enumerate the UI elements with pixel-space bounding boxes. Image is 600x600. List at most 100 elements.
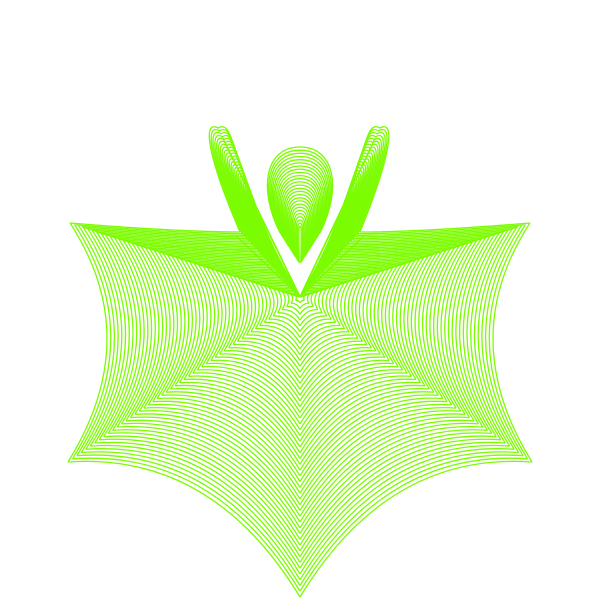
right-wing-arc-set-arc xyxy=(344,240,473,249)
right-side-arc-set-arc xyxy=(451,238,484,428)
lower-left-arc-set-arc xyxy=(130,416,301,517)
lower-right-arc-set-arc xyxy=(299,299,305,304)
lower-right-arc-set-arc xyxy=(299,400,448,488)
right-wing-arc-set-arc xyxy=(334,253,433,261)
left-side-arc-set-arc xyxy=(174,256,197,387)
lower-right-arc-set-arc xyxy=(299,331,350,361)
left-side-arc-set-arc xyxy=(125,241,156,422)
left-side-arc-set-arc xyxy=(170,255,193,390)
left-side-arc-set-arc xyxy=(205,266,223,364)
right-wing-arc-set-arc xyxy=(328,261,410,267)
lower-right-arc-set-arc xyxy=(299,407,457,500)
right-side-arc-set-arc xyxy=(466,232,502,441)
lower-right-arc-set-arc xyxy=(299,359,390,413)
lower-right-arc-set-arc xyxy=(299,369,403,431)
left-side-arc-set-arc xyxy=(210,268,227,361)
lower-right-arc-set-arc xyxy=(299,435,497,552)
lower-left-arc-set-arc xyxy=(237,340,301,379)
left-side-arc-set-arc xyxy=(80,226,119,453)
right-wing-arc-set-arc xyxy=(338,248,450,256)
lower-left-arc-set-arc xyxy=(277,312,301,327)
left-wing-arc-set-arc xyxy=(87,227,245,238)
head-loop xyxy=(271,159,329,238)
left-side-arc-set-arc xyxy=(129,242,160,418)
right-side-arc-set-arc xyxy=(340,280,350,333)
right-wing-arc-set-arc xyxy=(353,229,508,240)
head-loop xyxy=(275,168,325,242)
lower-left-arc-set-arc xyxy=(67,460,301,598)
left-side-arc-set-arc xyxy=(187,261,208,377)
right-ear-loop-set-loop xyxy=(337,126,390,233)
lower-left-arc-set-arc xyxy=(161,394,301,477)
right-wing-arc-set-arc xyxy=(346,239,479,248)
right-side-arc-set-arc xyxy=(447,239,480,425)
left-side-arc-set-arc xyxy=(107,235,141,434)
right-side-arc-set-arc xyxy=(421,249,448,403)
left-side-arc-set-arc xyxy=(228,273,242,349)
left-wing-arc-set-arc xyxy=(121,239,254,248)
left-side-arc-set xyxy=(67,222,297,463)
right-side-arc-set-arc xyxy=(381,265,399,368)
left-wing-arc-set-arc xyxy=(207,266,277,272)
right-side-arc-set-arc xyxy=(325,286,332,320)
lower-right-arc-set-arc xyxy=(299,425,483,534)
right-side-arc-set-arc xyxy=(321,288,328,317)
right-side-arc-set-arc xyxy=(470,231,506,444)
head-loop xyxy=(281,184,319,248)
lower-right-arc-set-arc xyxy=(299,457,528,592)
lower-right-arc-set xyxy=(299,299,533,598)
right-side-arc-set-arc xyxy=(373,268,390,361)
left-wing-arc-set-arc xyxy=(115,237,253,246)
lower-left-arc-set-arc xyxy=(210,359,301,413)
right-side-arc-set-arc xyxy=(418,251,444,399)
lower-right-arc-set-arc xyxy=(299,372,408,436)
right-side-arc-set-arc xyxy=(343,279,355,336)
head-loop-set xyxy=(266,146,334,264)
lower-left-arc-set-arc xyxy=(157,397,301,482)
head-loop xyxy=(276,171,324,243)
left-wing-arc-set-arc xyxy=(144,246,260,254)
left-side-arc-set-arc xyxy=(281,290,286,311)
right-side-arc-set-arc xyxy=(369,269,386,358)
lower-right-arc-set-arc xyxy=(299,419,475,523)
left-side-arc-set-arc xyxy=(161,252,186,396)
right-side-arc-set-arc xyxy=(440,242,471,418)
right-side-arc-set-arc xyxy=(336,282,346,330)
lower-right-arc-set-arc xyxy=(299,305,314,315)
left-side-arc-set-arc xyxy=(67,222,108,463)
right-wing-arc-set-arc xyxy=(359,222,531,233)
lower-left-arc-set-arc xyxy=(76,454,301,586)
right-side-arc-set-arc xyxy=(429,246,457,409)
left-side-arc-set-arc xyxy=(272,288,279,317)
lower-left-arc-set-arc xyxy=(201,365,301,425)
lower-right-arc-set-arc xyxy=(299,365,399,425)
right-side-arc-set-arc xyxy=(329,285,337,323)
lower-left-arc-set-arc xyxy=(152,400,301,488)
lower-left-arc-set-arc xyxy=(295,299,301,304)
lower-right-arc-set-arc xyxy=(299,312,323,327)
left-wing-arc-set-arc xyxy=(161,251,265,259)
right-wing-arc-set-arc xyxy=(349,235,490,245)
left-wing-arc-set-arc xyxy=(150,248,262,256)
left-side-arc-set-arc xyxy=(219,271,234,355)
right-wing-arc-set-arc xyxy=(347,237,485,246)
lower-right-arc-set-arc xyxy=(299,429,488,540)
left-wing-arc-set-arc xyxy=(184,259,271,266)
left-side-arc-set-arc xyxy=(277,289,283,314)
lower-left-arc-set-arc xyxy=(112,429,301,540)
left-side-arc-set-arc xyxy=(112,236,145,431)
lower-left-arc-set-arc xyxy=(282,309,301,321)
left-wing-arc-set-arc xyxy=(179,257,269,264)
radial-line xyxy=(222,137,301,298)
head-loop xyxy=(268,149,332,234)
left-side-arc-set-arc xyxy=(183,259,205,380)
lower-right-arc-set-arc xyxy=(299,302,309,309)
left-wing-arc-set-arc xyxy=(167,253,266,261)
head-loop xyxy=(290,206,310,256)
left-side-arc-set-arc xyxy=(138,245,168,412)
left-wing-arc-set-arc xyxy=(202,264,275,271)
right-side-arc-set-arc xyxy=(425,248,453,406)
right-side-arc-set-arc xyxy=(492,222,533,463)
lower-left-arc-set-arc xyxy=(139,410,301,506)
right-side-arc-set-arc xyxy=(477,228,515,450)
